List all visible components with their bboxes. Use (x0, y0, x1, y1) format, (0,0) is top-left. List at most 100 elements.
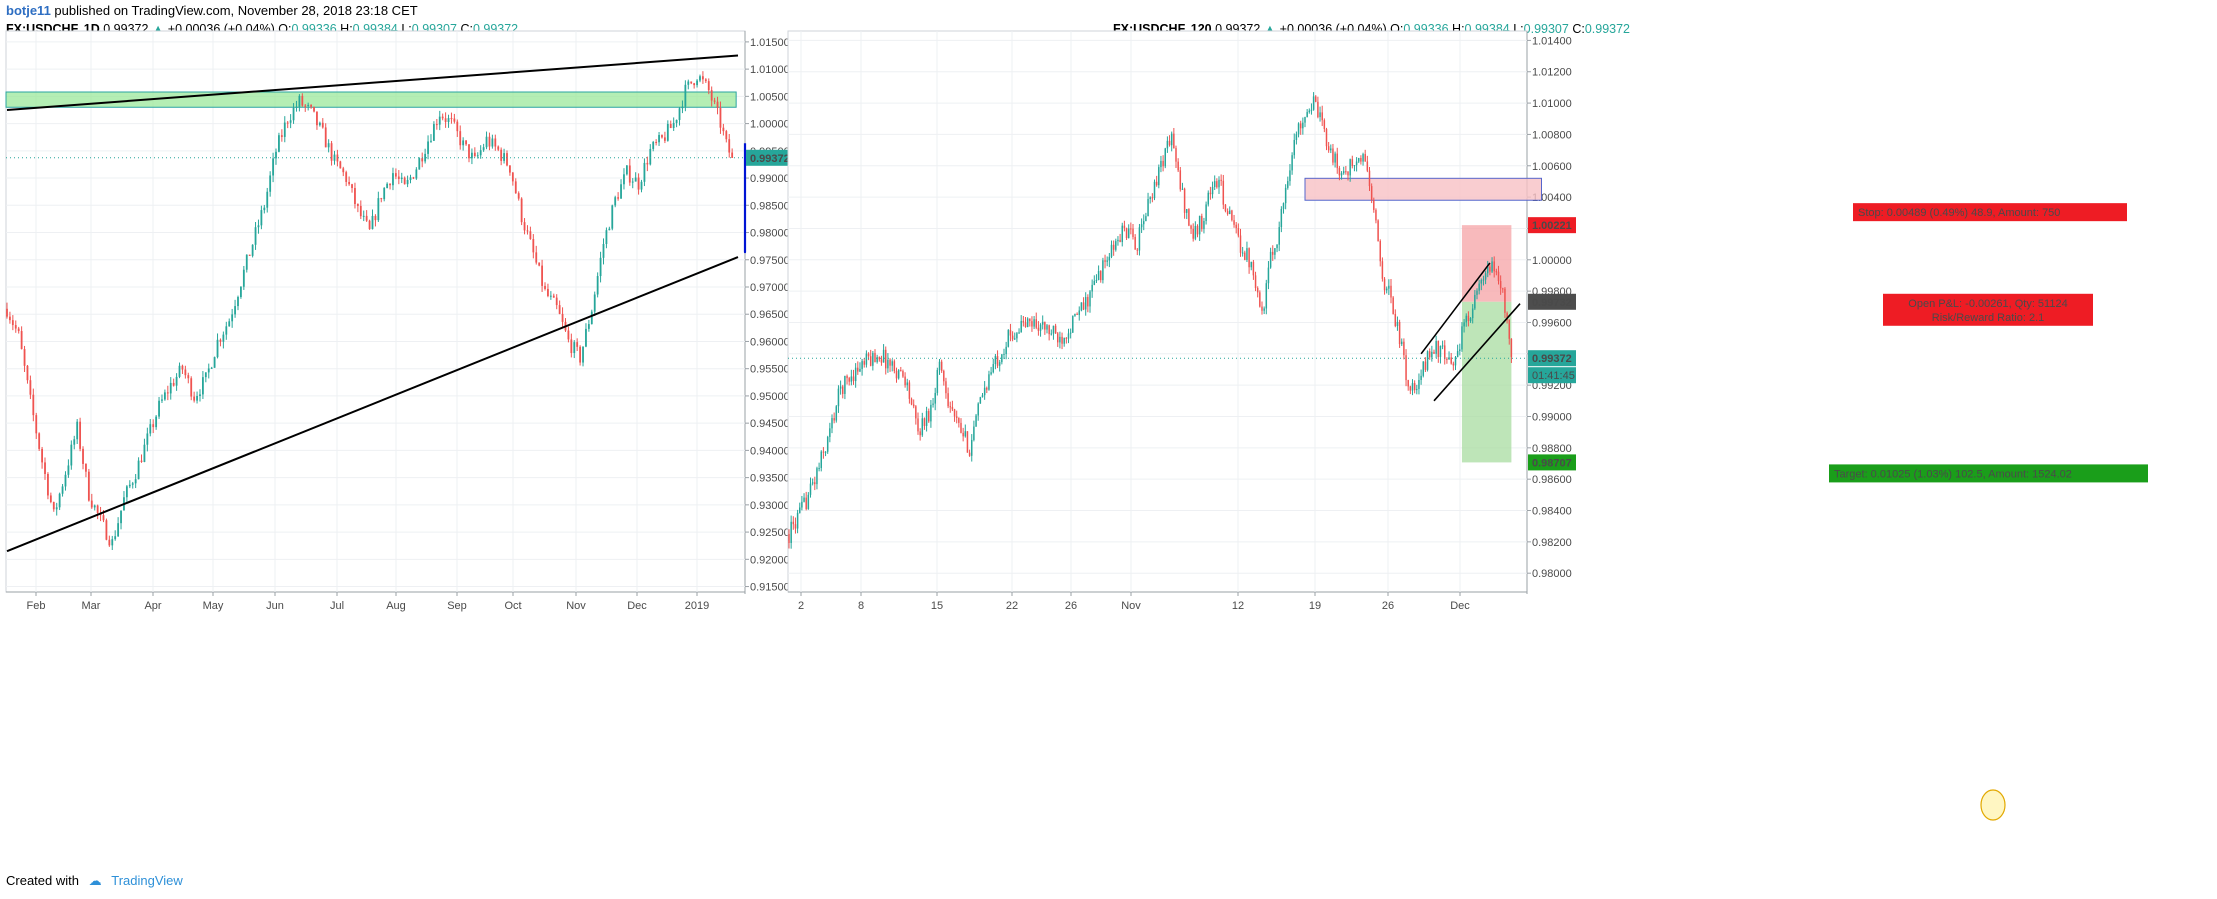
candle-body (1407, 380, 1409, 387)
candle-body (1145, 216, 1147, 222)
candle-body (962, 432, 964, 437)
candle-body (1422, 361, 1424, 376)
candle-body (637, 177, 640, 190)
candle-body (1418, 380, 1420, 389)
candle-body (354, 188, 356, 205)
candle-body (389, 183, 391, 186)
candle-body (47, 473, 49, 496)
candle-body (1093, 280, 1096, 285)
candle-body (1196, 225, 1199, 235)
candle-body (1016, 333, 1018, 339)
candle-body (298, 95, 301, 107)
target-label: Target: 0.01025 (1.03%) 102.5, Amount: 1… (1829, 464, 2148, 483)
candle-body (951, 406, 954, 410)
candle-body (1385, 288, 1388, 291)
candle-body (1203, 220, 1205, 230)
author-link[interactable]: botje11 (6, 3, 51, 18)
candle-body (1020, 320, 1022, 333)
candle-body (93, 505, 96, 508)
y-tick-label: 1.01500 (750, 37, 790, 49)
candle-body (1280, 208, 1283, 228)
candle-body (1207, 192, 1209, 205)
candle-body (1437, 341, 1440, 357)
candle-body (1067, 333, 1070, 339)
y-tick-label: 1.00500 (750, 91, 790, 103)
candle-body (409, 177, 412, 180)
candle-body (928, 411, 930, 422)
candle-body (1302, 122, 1304, 129)
candle-body (1364, 154, 1366, 162)
candle-body (696, 80, 698, 86)
tradingview-link[interactable]: TradingView (111, 873, 183, 888)
candle-body (1330, 148, 1332, 151)
candle-body (599, 257, 602, 277)
candle-body (479, 150, 482, 156)
candle-body (161, 399, 163, 401)
candle-body (1190, 225, 1192, 229)
candle-body (1166, 140, 1169, 149)
candle-body (193, 396, 196, 401)
candle-body (854, 367, 857, 382)
candle-body (1216, 181, 1218, 188)
candle-body (649, 148, 652, 165)
x-tick-label: 26 (1382, 600, 1394, 612)
candle-body (1368, 170, 1371, 187)
candle-body (1125, 228, 1128, 239)
candle-body (790, 521, 792, 543)
candle-body (169, 382, 172, 394)
candle-body (573, 342, 576, 354)
candle-body (242, 269, 245, 287)
candle-body (1360, 157, 1362, 162)
candle-body (430, 140, 432, 142)
y-tick-label: 0.99000 (1532, 411, 1572, 423)
candle-body (275, 151, 277, 159)
candle-body (1140, 224, 1143, 228)
candle-body (386, 183, 389, 189)
candle-body (1506, 312, 1508, 320)
candle-body (1158, 167, 1160, 186)
candle-body (788, 534, 790, 543)
candle-body (20, 331, 23, 350)
candle-body (990, 372, 992, 375)
candle-body (1325, 128, 1328, 147)
candle-body (713, 100, 716, 102)
candle-body (1218, 179, 1220, 188)
y-tick-label: 1.01000 (750, 64, 790, 76)
candle-body (1168, 140, 1171, 146)
candle-body (1420, 375, 1422, 381)
low-label: L: (1513, 22, 1524, 36)
candle-body (620, 184, 622, 199)
candle-body (882, 349, 885, 363)
candle-body (1284, 187, 1287, 204)
candle-body (1304, 117, 1306, 123)
x-tick-label: Feb (27, 600, 46, 612)
y-tick-label: 0.99000 (750, 173, 790, 185)
candle-body (485, 136, 488, 148)
candle-body (82, 448, 84, 464)
target-label-bg (1829, 464, 2148, 483)
candle-body (1401, 341, 1403, 345)
candle-body (818, 468, 820, 470)
candle-body (1349, 159, 1351, 176)
candle-body (731, 152, 734, 158)
candle-body (140, 460, 143, 462)
price-tag-text: 0.99372 (1532, 353, 1572, 365)
candle-body (964, 431, 967, 437)
candle-body (178, 365, 181, 377)
candle-body (1005, 346, 1007, 355)
candle-body (1336, 153, 1338, 169)
candle-body (316, 111, 318, 126)
candle-body (1317, 101, 1319, 118)
candle-body (966, 431, 969, 453)
candle-body (1108, 256, 1111, 261)
candle-body (234, 306, 236, 315)
candle-body (85, 463, 87, 472)
candle-body (816, 468, 818, 485)
candle-body (1123, 225, 1126, 229)
candle-body (348, 181, 351, 185)
candle-body (1074, 313, 1076, 316)
y-tick-label: 0.96000 (750, 336, 790, 348)
candle-body (814, 482, 816, 485)
candle-body (1192, 228, 1194, 239)
